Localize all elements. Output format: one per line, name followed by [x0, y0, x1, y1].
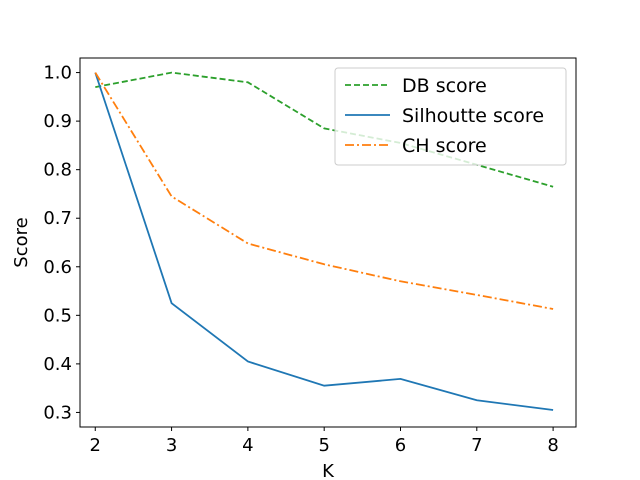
x-tick-label: 8 [547, 435, 558, 456]
legend-label-1: DB score [402, 75, 487, 97]
y-axis-ticks: 0.3 0.4 0.5 0.6 0.7 0.8 0.9 1.0 [43, 63, 80, 423]
series-line-3 [94, 72, 554, 310]
x-tick-label: 4 [242, 435, 253, 456]
legend-box [334, 67, 567, 166]
legend: DB score Silhoutte score CH score [334, 67, 567, 166]
x-axis-ticks: 2 3 4 5 6 7 8 [90, 427, 559, 456]
y-tick-label: 0.9 [43, 111, 72, 132]
y-tick-label: 0.6 [43, 257, 72, 278]
y-tick-label: 0.5 [43, 305, 72, 326]
y-tick-label: 0.4 [43, 354, 72, 375]
x-tick-label: 7 [471, 435, 482, 456]
y-tick-label: 1.0 [43, 63, 72, 84]
x-tick-label: 6 [395, 435, 406, 456]
x-tick-label: 5 [318, 435, 329, 456]
x-tick-label: 2 [90, 435, 101, 456]
x-tick-label: 3 [166, 435, 177, 456]
y-axis-label: Score [11, 217, 32, 267]
legend-label-2: Silhoutte score [402, 105, 544, 127]
y-tick-label: 0.3 [43, 402, 72, 423]
y-tick-label: 0.7 [43, 208, 72, 229]
x-axis-label: K [322, 461, 335, 480]
series-line-2 [94, 72, 554, 411]
legend-label-3: CH score [402, 135, 487, 157]
y-tick-label: 0.8 [43, 160, 72, 181]
